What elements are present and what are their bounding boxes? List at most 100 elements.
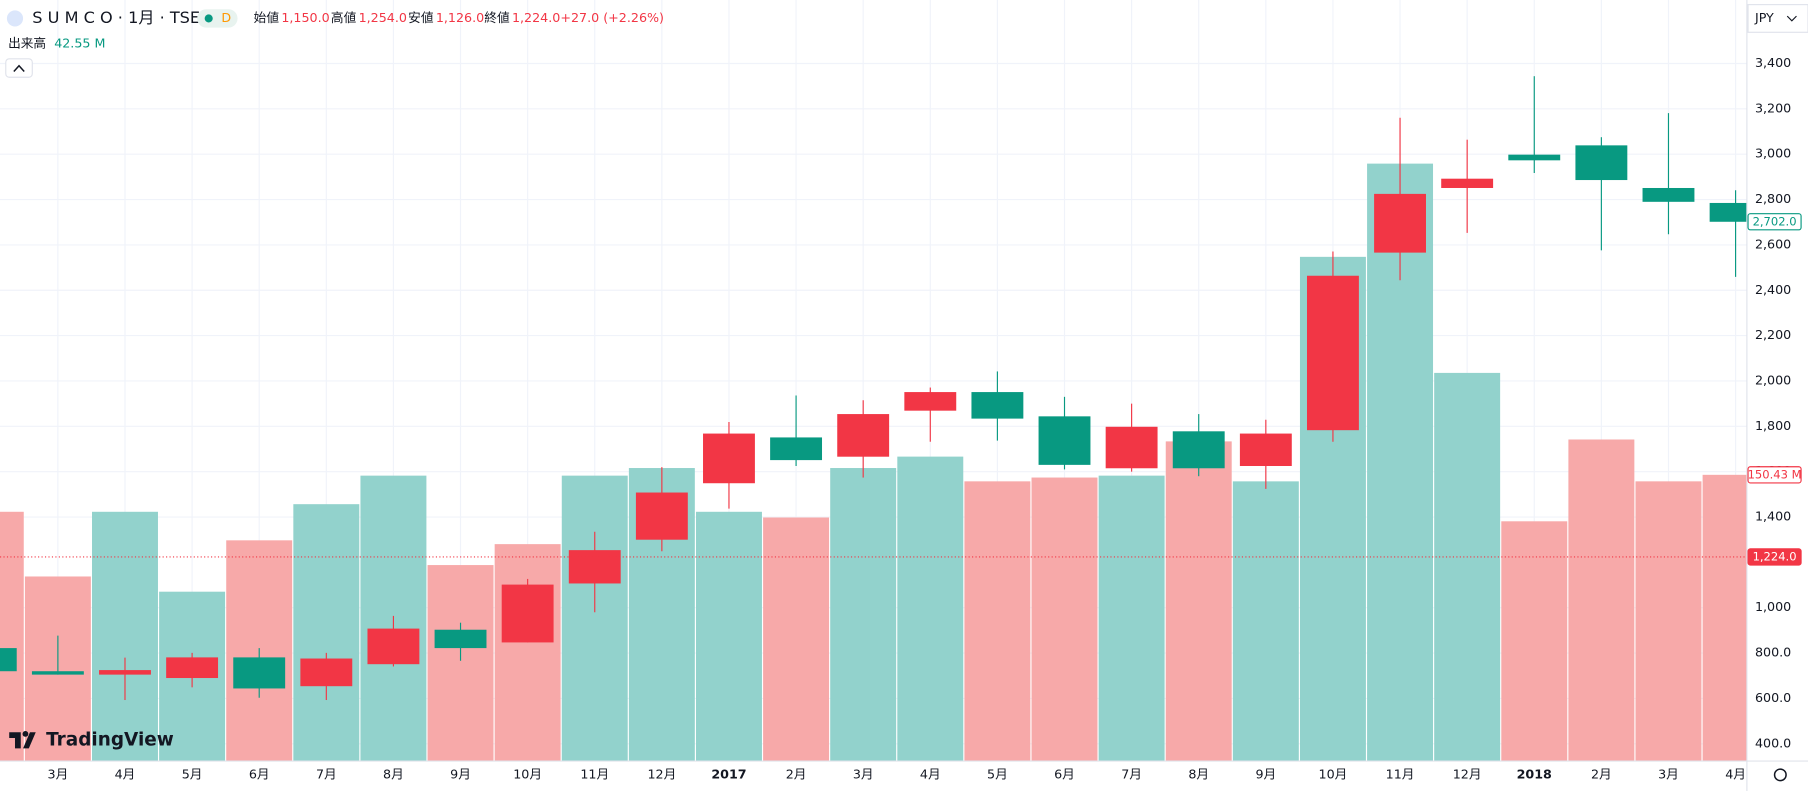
ohlc-value: 1,224.0 — [512, 10, 560, 25]
ohlc-label: 安値 — [408, 10, 434, 25]
x-tick-label: 2017 — [711, 766, 746, 781]
x-tick-label: 5月 — [182, 766, 203, 781]
x-tick-label: 2月 — [786, 766, 807, 781]
y-tick-label: 800.0 — [1755, 645, 1791, 660]
change: +27.0 (+2.26%) — [560, 10, 664, 25]
x-tick-label: 4月 — [115, 766, 136, 781]
x-tick-label: 6月 — [249, 766, 270, 781]
candle-body — [1575, 145, 1628, 181]
candle-body — [1642, 187, 1695, 202]
y-tick-label: 3,400 — [1755, 55, 1791, 70]
volume-bar — [1702, 474, 1747, 762]
candle-body — [1105, 426, 1158, 469]
ohlc-label: 終値 — [484, 10, 510, 25]
x-tick-label: 11月 — [1386, 766, 1415, 781]
x-tick-label: 12月 — [647, 766, 676, 781]
x-tick-label: 4月 — [1725, 766, 1746, 781]
logo: TradingView — [46, 729, 174, 750]
candle-body — [1038, 416, 1091, 465]
y-tick-label: 2,400 — [1755, 282, 1791, 297]
currency: JPY — [1754, 10, 1774, 25]
x-tick-label: 10月 — [513, 766, 542, 781]
x-tick-label: 3月 — [48, 766, 69, 781]
symbol-icon — [6, 10, 24, 27]
candle-body — [300, 658, 353, 687]
x-tick-label: 7月 — [1121, 766, 1142, 781]
candle-body — [703, 433, 755, 484]
settings-icon[interactable] — [1773, 768, 1787, 782]
candle-body — [837, 414, 890, 457]
volume-bar — [1501, 521, 1568, 762]
x-tick-label: 11月 — [580, 766, 609, 781]
price-marker — [1747, 213, 1802, 231]
volume-bar — [1031, 477, 1098, 762]
ohlc-label: 高値 — [331, 10, 357, 25]
candle-body — [233, 657, 286, 689]
y-tick-label: 1,800 — [1755, 418, 1791, 433]
volume-bar — [897, 456, 964, 762]
candle-body — [367, 628, 420, 665]
candle-body — [31, 671, 84, 675]
volume-bar — [92, 511, 158, 762]
x-tick-label: 3月 — [1658, 766, 1679, 781]
interval: D — [221, 10, 231, 25]
y-tick-label: 3,200 — [1755, 100, 1791, 115]
currency-caret — [1786, 15, 1797, 22]
y-tick-label: 400.0 — [1755, 735, 1791, 750]
volume-label: 出来高 — [8, 35, 46, 50]
currency-button[interactable] — [1747, 4, 1808, 33]
candle-body — [1508, 154, 1561, 161]
volume-bar — [0, 511, 24, 762]
x-tick-label: 8月 — [1188, 766, 1209, 781]
volume-bar — [964, 481, 1031, 762]
price-marker-label: 150.43 M — [1748, 467, 1802, 481]
status-pill[interactable] — [197, 9, 238, 28]
candle-body — [434, 629, 487, 649]
y-tick-label: 2,600 — [1755, 236, 1791, 251]
candle-body — [1239, 433, 1292, 467]
x-tick-label: 2月 — [1591, 766, 1612, 781]
x-tick-label: 12月 — [1453, 766, 1482, 781]
volume-bar — [293, 504, 360, 762]
y-tick-label: 600.0 — [1755, 690, 1791, 705]
ohlc-value: 1,126.0 — [436, 10, 484, 25]
y-tick-label: 1,400 — [1755, 509, 1791, 524]
volume-bar — [427, 565, 494, 762]
candle-body — [770, 437, 823, 461]
ohlc-label: 始値 — [254, 10, 280, 25]
candle-body — [166, 657, 219, 679]
volume-bar — [1165, 441, 1232, 762]
volume-bar — [830, 468, 897, 762]
ohlc-value: 1,150.0 — [281, 10, 329, 25]
volume-bar — [1568, 439, 1635, 762]
volume-bar — [1232, 481, 1299, 762]
volume-bar — [1098, 475, 1165, 762]
volume-bar — [1635, 481, 1702, 762]
axes: 400.0600.0800.01,0001,4001,6001,8002,000… — [48, 55, 1792, 781]
collapse-icon — [13, 64, 25, 72]
price-marker-label: 2,702.0 — [1753, 214, 1797, 228]
x-tick-label: 10月 — [1319, 766, 1348, 781]
y-tick-label: 1,000 — [1755, 599, 1791, 614]
volume-pane — [0, 163, 1747, 762]
collapse-button[interactable] — [5, 58, 33, 78]
symbol: S U M C O · 1月 · TSE — [32, 8, 200, 27]
volume-bar — [1434, 372, 1501, 762]
y-tick-label: 2,800 — [1755, 191, 1791, 206]
x-tick-label: 2018 — [1517, 766, 1552, 781]
x-tick-label: 4月 — [920, 766, 941, 781]
x-tick-label: 6月 — [1054, 766, 1075, 781]
price-marker — [1747, 548, 1802, 566]
x-tick-label: 9月 — [450, 766, 471, 781]
x-tick-label: 7月 — [316, 766, 337, 781]
y-tick-label: 3,000 — [1755, 146, 1791, 161]
volume-value: 42.55 M — [54, 35, 105, 50]
volume-bar — [561, 475, 628, 762]
candle-pane — [0, 76, 1747, 701]
candle-body — [1709, 202, 1747, 222]
candle-body — [635, 492, 688, 540]
y-tick-label: 2,200 — [1755, 327, 1791, 342]
candle-body — [1306, 275, 1359, 431]
x-tick-label: 9月 — [1255, 766, 1276, 781]
